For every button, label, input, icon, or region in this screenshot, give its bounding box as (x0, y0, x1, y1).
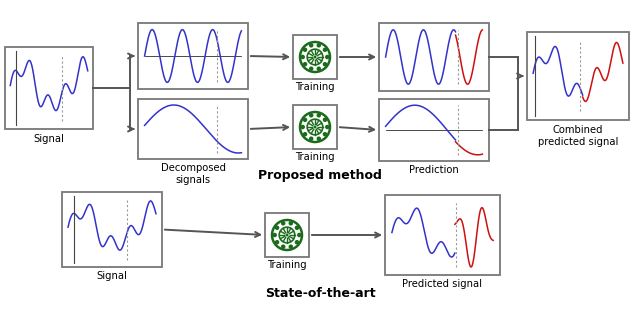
Bar (5, 47, 93, 129)
Circle shape (303, 132, 307, 136)
Circle shape (272, 220, 302, 250)
Circle shape (307, 49, 323, 65)
Circle shape (300, 112, 330, 142)
Circle shape (325, 55, 330, 59)
Circle shape (323, 62, 327, 66)
Circle shape (309, 43, 314, 47)
Bar (265, 213, 309, 257)
Circle shape (279, 227, 295, 243)
Text: Signal: Signal (33, 134, 65, 144)
Bar (527, 32, 629, 120)
Circle shape (323, 132, 327, 136)
Circle shape (275, 240, 279, 245)
Circle shape (317, 66, 321, 71)
Circle shape (314, 56, 317, 59)
Circle shape (317, 43, 321, 47)
Text: Combined
predicted signal: Combined predicted signal (538, 125, 618, 146)
Text: Proposed method: Proposed method (258, 169, 382, 182)
Bar (62, 192, 162, 267)
Circle shape (307, 119, 323, 135)
Text: Decomposed
signals: Decomposed signals (161, 163, 225, 185)
Circle shape (275, 226, 279, 230)
Circle shape (323, 47, 327, 52)
Text: Training: Training (267, 260, 307, 270)
Bar (379, 23, 489, 91)
Circle shape (303, 62, 307, 66)
Circle shape (297, 233, 301, 237)
Circle shape (317, 136, 321, 141)
Text: Predicted signal: Predicted signal (403, 279, 483, 289)
Circle shape (281, 221, 285, 226)
Circle shape (325, 125, 330, 129)
Text: Prediction: Prediction (409, 165, 459, 175)
Bar (138, 99, 248, 159)
Circle shape (309, 136, 314, 141)
Bar (138, 23, 248, 89)
Circle shape (303, 47, 307, 52)
Bar (379, 99, 489, 161)
Circle shape (323, 117, 327, 122)
Circle shape (289, 221, 293, 226)
Circle shape (317, 113, 321, 117)
Text: Training: Training (295, 152, 335, 162)
Bar (293, 35, 337, 79)
Circle shape (309, 66, 314, 71)
Circle shape (309, 113, 314, 117)
Circle shape (300, 125, 305, 129)
Circle shape (281, 245, 285, 249)
Bar (385, 195, 500, 275)
Text: State-of-the-art: State-of-the-art (265, 287, 375, 300)
Circle shape (294, 240, 300, 245)
Circle shape (314, 126, 317, 129)
Circle shape (303, 117, 307, 122)
Bar (293, 105, 337, 149)
Circle shape (300, 42, 330, 72)
Circle shape (294, 226, 300, 230)
Circle shape (285, 233, 289, 236)
Text: Signal: Signal (97, 271, 127, 281)
Text: Training: Training (295, 82, 335, 92)
Circle shape (289, 245, 293, 249)
Circle shape (273, 233, 277, 237)
Circle shape (300, 55, 305, 59)
